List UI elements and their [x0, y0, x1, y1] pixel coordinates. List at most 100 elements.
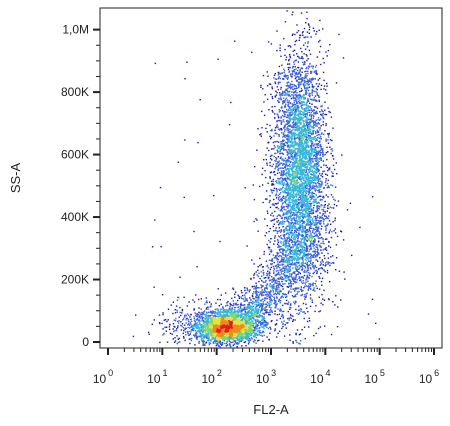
data-point: [281, 264, 283, 266]
data-point: [269, 310, 271, 312]
data-point: [279, 214, 281, 217]
data-point: [292, 253, 295, 255]
data-point: [172, 301, 174, 303]
data-point: [259, 310, 262, 312]
data-point: [243, 329, 246, 332]
data-point: [268, 296, 270, 298]
data-point: [254, 303, 256, 306]
data-point: [300, 209, 302, 211]
data-point: [211, 332, 213, 335]
data-point: [186, 317, 188, 319]
data-point: [316, 156, 318, 159]
data-point: [237, 338, 239, 340]
data-point: [230, 329, 233, 331]
data-point: [221, 329, 223, 331]
data-point: [288, 112, 290, 114]
data-point: [199, 331, 201, 334]
data-point: [169, 324, 171, 326]
data-point: [329, 280, 331, 283]
data-point: [195, 337, 198, 339]
data-point: [221, 336, 223, 338]
data-point: [276, 288, 278, 291]
data-point: [314, 200, 316, 202]
data-point: [281, 315, 283, 317]
data-point: [320, 145, 322, 148]
data-point: [222, 328, 224, 330]
data-point: [237, 343, 239, 345]
data-point: [255, 311, 257, 313]
data-point: [200, 316, 203, 318]
data-point: [226, 319, 229, 321]
data-point: [309, 230, 311, 232]
data-point: [240, 340, 242, 342]
data-point: [253, 332, 255, 334]
data-point: [244, 294, 246, 296]
data-point: [212, 318, 215, 320]
data-point: [275, 282, 278, 284]
data-point: [263, 326, 265, 328]
data-point: [208, 339, 210, 341]
data-point: [258, 301, 260, 303]
data-point: [274, 265, 276, 267]
data-point: [244, 289, 246, 292]
data-point: [242, 339, 244, 341]
data-point: [247, 339, 249, 341]
data-point: [258, 294, 261, 296]
data-point: [225, 333, 227, 335]
data-point: [276, 314, 279, 316]
data-point: [280, 177, 282, 179]
data-point: [233, 326, 235, 328]
data-point: [269, 280, 271, 282]
data-point: [272, 289, 274, 292]
data-point: [205, 308, 207, 310]
data-point: [257, 312, 259, 314]
data-point: [200, 324, 202, 326]
data-point: [207, 335, 209, 338]
data-point: [210, 325, 212, 327]
data-point: [259, 316, 261, 318]
data-point: [289, 279, 291, 281]
data-point: [235, 331, 238, 334]
data-point: [265, 325, 267, 327]
data-point: [164, 319, 167, 321]
data-point: [310, 125, 312, 128]
data-point: [263, 303, 265, 305]
data-point: [256, 291, 258, 293]
data-point: [267, 293, 269, 295]
data-point: [166, 326, 168, 328]
data-point: [233, 333, 235, 335]
data-point: [280, 285, 282, 287]
data-point: [220, 326, 222, 328]
data-point: [196, 313, 199, 315]
data-point: [304, 258, 306, 261]
data-point: [190, 326, 192, 328]
data-point: [254, 307, 257, 309]
data-point: [260, 294, 263, 296]
data-point: [218, 325, 220, 327]
data-point: [204, 303, 206, 305]
data-point: [197, 330, 199, 332]
data-point: [223, 323, 225, 325]
data-point: [201, 311, 203, 314]
data-point: [294, 124, 297, 126]
data-point: [256, 303, 258, 306]
data-point: [240, 338, 243, 340]
data-point: [241, 335, 243, 338]
data-point: [298, 246, 300, 248]
data-point: [217, 335, 220, 338]
data-point: [318, 119, 321, 121]
data-point: [225, 305, 227, 307]
data-point: [255, 310, 258, 312]
data-point: [222, 326, 225, 329]
data-point: [205, 332, 207, 335]
data-point: [162, 328, 164, 330]
data-point: [231, 315, 233, 318]
data-point: [231, 327, 233, 329]
data-point: [229, 318, 231, 321]
data-point: [251, 295, 253, 297]
data-point: [332, 175, 334, 177]
data-point: [253, 263, 255, 265]
data-point: [261, 266, 264, 268]
data-point: [280, 242, 283, 245]
data-point: [270, 284, 273, 286]
